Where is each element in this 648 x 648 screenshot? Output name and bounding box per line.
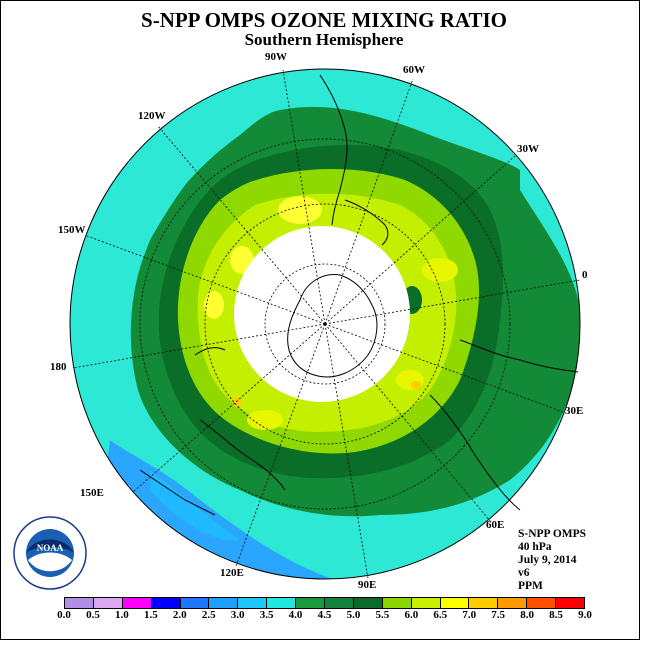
colorbar-tick-label: 3.5 bbox=[259, 609, 274, 621]
colorbar-tick-label: 1.5 bbox=[143, 609, 158, 621]
colorbar-tick-label: 0.0 bbox=[57, 609, 71, 621]
colorbar-swatch bbox=[440, 598, 470, 608]
info-line: 40 hPa bbox=[518, 541, 552, 553]
colorbar-ticks: 0.0 0.5 1.0 1.5 2.0 2.5 3.0 3.5 4.0 4.5 5.0 5.5 6.0 6… bbox=[0, 609, 648, 625]
info-line: v6 bbox=[518, 567, 530, 579]
lon-label: 120W bbox=[138, 110, 166, 122]
lon-label: 90W bbox=[265, 51, 287, 63]
contour-yellow-patch bbox=[422, 258, 458, 282]
noaa-logo-text: NOAA bbox=[37, 543, 64, 553]
graticule bbox=[72, 69, 581, 579]
colorbar-swatch bbox=[353, 598, 383, 608]
colorbar-tick-label: 0.5 bbox=[86, 609, 100, 621]
colorbar-swatch bbox=[151, 598, 181, 608]
australia-coast bbox=[199, 419, 286, 491]
colorbar-tick-label: 7.0 bbox=[462, 609, 477, 621]
colorbar-tick-label: 2.5 bbox=[201, 609, 216, 621]
colorbar-swatch bbox=[296, 598, 326, 608]
colorbar-swatch bbox=[325, 598, 354, 608]
colorbar-tick-label: 9.0 bbox=[578, 609, 592, 621]
colorbar bbox=[64, 597, 585, 609]
longitude-labels: 90W 60W 30W 0 30E 60E 90E 120E 150E 180 … bbox=[50, 51, 588, 591]
colorbar-swatch bbox=[498, 598, 528, 608]
map-title: S-NPP OMPS OZONE MIXING RATIO bbox=[141, 8, 507, 32]
lon-label: 30E bbox=[565, 405, 583, 417]
colorbar-swatch bbox=[382, 598, 412, 608]
lon-label: 150W bbox=[58, 224, 86, 236]
contour-yellow-patch bbox=[247, 410, 283, 430]
colorbar-tick-label: 1.0 bbox=[115, 609, 129, 621]
colorbar-tick-label: 4.5 bbox=[317, 609, 332, 621]
lon-label: 60E bbox=[486, 519, 504, 531]
contour-yellow-patch bbox=[204, 291, 224, 319]
colorbar-swatch bbox=[209, 598, 239, 608]
colorbar-tick-label: 4.0 bbox=[288, 609, 303, 621]
colorbar-tick-label: 5.0 bbox=[346, 609, 361, 621]
info-line: PPM bbox=[518, 580, 543, 592]
lon-label: 180 bbox=[50, 361, 67, 373]
colorbar-swatch bbox=[411, 598, 441, 608]
colorbar-tick-label: 5.5 bbox=[375, 609, 390, 621]
colorbar-swatch bbox=[469, 598, 499, 608]
map-subtitle: Southern Hemisphere bbox=[244, 30, 404, 49]
coastlines bbox=[139, 74, 579, 516]
info-line: July 9, 2014 bbox=[518, 554, 577, 566]
colorbar-tick-label: 7.5 bbox=[491, 609, 506, 621]
info-box: S-NPP OMPS 40 hPa July 9, 2014 v6 PPM bbox=[518, 528, 586, 593]
antarctica-coast bbox=[287, 274, 378, 378]
info-line: S-NPP OMPS bbox=[518, 528, 587, 540]
colorbar-tick-label: 2.0 bbox=[172, 609, 187, 621]
lon-label: 120E bbox=[220, 567, 244, 579]
south-america-coast bbox=[319, 74, 348, 226]
nz-coast bbox=[139, 469, 216, 516]
island-coast bbox=[194, 347, 226, 356]
colorbar-tick-label: 6.5 bbox=[433, 609, 448, 621]
colorbar-swatch bbox=[180, 598, 210, 608]
lon-label: 150E bbox=[80, 487, 104, 499]
indian-coast bbox=[429, 394, 521, 511]
colorbar-tick-label: 3.0 bbox=[230, 609, 245, 621]
lon-label: 30W bbox=[517, 143, 539, 155]
contour-orange-spot bbox=[411, 381, 421, 389]
ozone-field bbox=[70, 69, 580, 579]
polar-night-region bbox=[234, 226, 410, 402]
lon-label: 60W bbox=[403, 64, 425, 76]
colorbar-tick-label: 8.0 bbox=[520, 609, 534, 621]
contour-yellow-patch bbox=[278, 196, 322, 224]
colorbar-swatch bbox=[65, 598, 94, 608]
tierra-del-fuego bbox=[344, 199, 389, 246]
colorbar-swatch bbox=[238, 598, 268, 608]
contour-orange-spot bbox=[232, 397, 242, 407]
colorbar-swatch bbox=[122, 598, 152, 608]
colorbar-tick-label: 8.5 bbox=[549, 609, 563, 621]
lon-label: 0 bbox=[582, 269, 588, 281]
africa-coast bbox=[459, 339, 579, 373]
colorbar-swatch bbox=[556, 598, 585, 608]
contour-lightblue bbox=[150, 470, 240, 541]
colorbar-tick-label: 6.0 bbox=[404, 609, 419, 621]
lon-label: 90E bbox=[358, 579, 376, 591]
colorbar-swatch bbox=[93, 598, 123, 608]
colorbar-swatch bbox=[527, 598, 557, 608]
colorbar-swatch bbox=[267, 598, 297, 608]
noaa-logo: NOAA bbox=[13, 516, 87, 590]
map-border bbox=[69, 68, 581, 580]
